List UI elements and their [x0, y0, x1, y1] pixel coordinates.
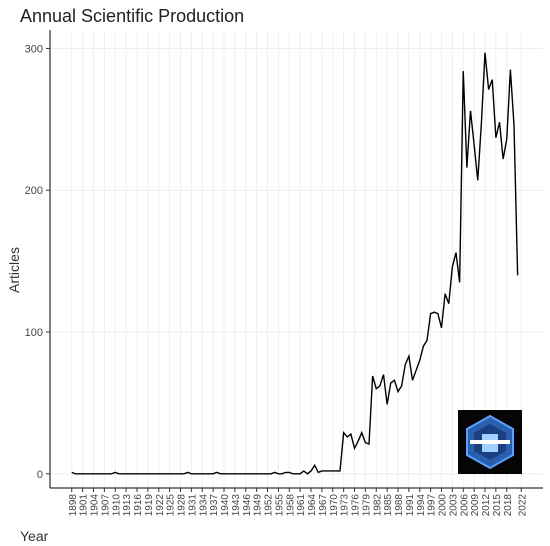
x-tick-label: 1904	[90, 494, 101, 517]
x-tick-label: 1925	[166, 494, 177, 517]
y-tick-label: 300	[25, 43, 43, 55]
x-tick-label: 1976	[351, 494, 362, 517]
x-tick-label: 1937	[209, 494, 220, 517]
x-tick-label: 1988	[394, 494, 405, 517]
x-tick-label: 1919	[144, 494, 155, 517]
x-tick-label: 2003	[448, 494, 459, 517]
x-tick-label: 1991	[405, 494, 416, 517]
x-tick-label: 2006	[459, 494, 470, 517]
x-axis-title: Year	[20, 528, 49, 544]
x-tick-label: 1934	[198, 494, 209, 517]
x-tick-label: 2015	[492, 494, 503, 517]
x-tick-label: 1961	[296, 494, 307, 517]
x-tick-label: 1985	[383, 494, 394, 517]
x-tick-label: 1943	[231, 494, 242, 517]
x-tick-label: 1970	[329, 494, 340, 517]
x-tick-label: 1973	[340, 494, 351, 517]
x-tick-label: 1898	[68, 494, 79, 517]
x-tick-label: 1946	[242, 494, 253, 517]
marks	[71, 52, 519, 475]
grid	[50, 30, 543, 488]
x-tick-label: 1997	[427, 494, 438, 517]
x-tick-label: 2009	[470, 494, 481, 517]
x-tick-label: 1910	[111, 494, 122, 517]
x-tick-label: 1916	[133, 494, 144, 517]
x-tick-label: 2018	[503, 494, 514, 517]
x-tick-label: 1982	[372, 494, 383, 517]
x-tick-label: 1952	[264, 494, 275, 517]
x-tick-label: 2012	[481, 494, 492, 517]
x-tick-label: 1967	[318, 494, 329, 517]
x-tick-label: 1907	[100, 494, 111, 517]
y-tick-label: 200	[25, 185, 43, 197]
line	[71, 52, 519, 475]
y-tick-label: 0	[37, 469, 43, 481]
x-tick-label: 1949	[253, 494, 264, 517]
x-tick-label: 1979	[361, 494, 372, 517]
x-tick-label: 1955	[274, 494, 285, 517]
logo	[458, 410, 522, 474]
x-tick-label: 1931	[187, 494, 198, 517]
x-tick-label: 1928	[177, 494, 188, 517]
chart-title: Annual Scientific Production	[20, 6, 244, 26]
y-axis-title: Articles	[6, 247, 22, 293]
x-tick-label: 1958	[285, 494, 296, 517]
x-tick-label: 1901	[79, 494, 90, 517]
x-tick-label: 2022	[517, 494, 528, 517]
x-tick-label: 1940	[220, 494, 231, 517]
x-tick-label: 1994	[416, 494, 427, 517]
y-tick-label: 100	[25, 327, 43, 339]
x-tick-label: 2000	[438, 494, 449, 517]
x-tick-label: 1964	[307, 494, 318, 517]
x-tick-label: 1913	[122, 494, 133, 517]
x-tick-label: 1922	[155, 494, 166, 517]
